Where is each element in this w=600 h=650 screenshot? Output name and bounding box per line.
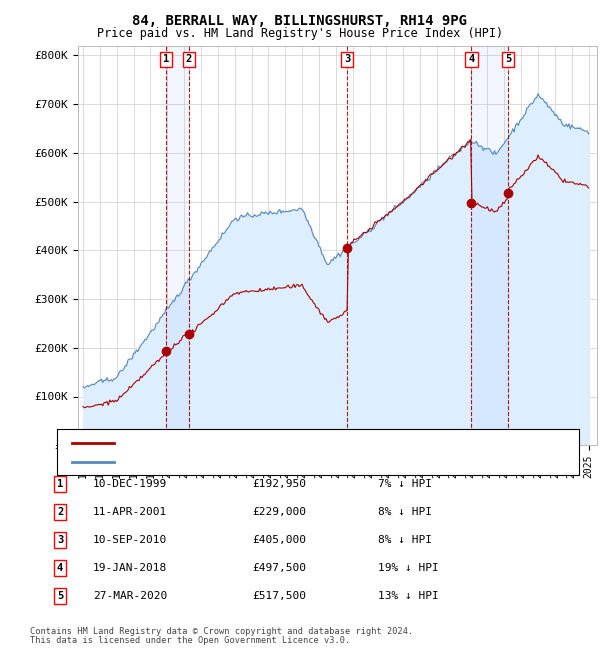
Text: 19% ↓ HPI: 19% ↓ HPI bbox=[378, 563, 439, 573]
Text: 2: 2 bbox=[185, 55, 192, 64]
Text: 8% ↓ HPI: 8% ↓ HPI bbox=[378, 507, 432, 517]
Text: £405,000: £405,000 bbox=[252, 535, 306, 545]
Text: £229,000: £229,000 bbox=[252, 507, 306, 517]
Text: £497,500: £497,500 bbox=[252, 563, 306, 573]
Text: 2: 2 bbox=[57, 507, 63, 517]
Text: £192,950: £192,950 bbox=[252, 479, 306, 489]
Text: 1: 1 bbox=[57, 479, 63, 489]
Text: 84, BERRALL WAY, BILLINGSHURST, RH14 9PG: 84, BERRALL WAY, BILLINGSHURST, RH14 9PG bbox=[133, 14, 467, 29]
Text: 10-SEP-2010: 10-SEP-2010 bbox=[93, 535, 167, 545]
Text: 13% ↓ HPI: 13% ↓ HPI bbox=[378, 591, 439, 601]
Bar bbox=[166, 46, 189, 445]
Text: 4: 4 bbox=[57, 563, 63, 573]
Text: 3: 3 bbox=[57, 535, 63, 545]
Text: £517,500: £517,500 bbox=[252, 591, 306, 601]
Text: 4: 4 bbox=[469, 55, 475, 64]
Text: Contains HM Land Registry data © Crown copyright and database right 2024.: Contains HM Land Registry data © Crown c… bbox=[30, 627, 413, 636]
Text: 5: 5 bbox=[57, 591, 63, 601]
Bar bbox=[472, 46, 508, 445]
Text: 5: 5 bbox=[505, 55, 511, 64]
Text: 10-DEC-1999: 10-DEC-1999 bbox=[93, 479, 167, 489]
Text: This data is licensed under the Open Government Licence v3.0.: This data is licensed under the Open Gov… bbox=[30, 636, 350, 645]
Text: HPI: Average price, detached house, Horsham: HPI: Average price, detached house, Hors… bbox=[120, 456, 378, 467]
Text: 1: 1 bbox=[163, 55, 169, 64]
Text: 8% ↓ HPI: 8% ↓ HPI bbox=[378, 535, 432, 545]
Text: 27-MAR-2020: 27-MAR-2020 bbox=[93, 591, 167, 601]
Text: Price paid vs. HM Land Registry's House Price Index (HPI): Price paid vs. HM Land Registry's House … bbox=[97, 27, 503, 40]
Text: 7% ↓ HPI: 7% ↓ HPI bbox=[378, 479, 432, 489]
Text: 84, BERRALL WAY, BILLINGSHURST, RH14 9PG (detached house): 84, BERRALL WAY, BILLINGSHURST, RH14 9PG… bbox=[120, 438, 462, 448]
Text: 3: 3 bbox=[344, 55, 350, 64]
Text: 11-APR-2001: 11-APR-2001 bbox=[93, 507, 167, 517]
Text: 19-JAN-2018: 19-JAN-2018 bbox=[93, 563, 167, 573]
